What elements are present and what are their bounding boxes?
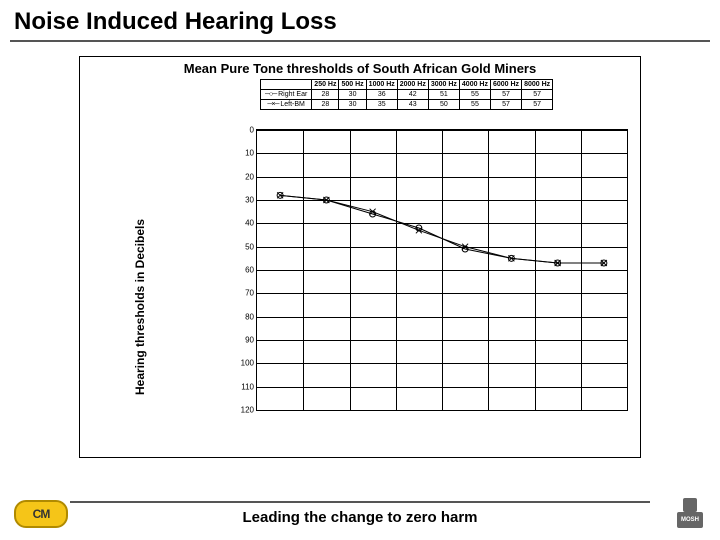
gridline-v xyxy=(350,130,351,410)
y-tick: 110 xyxy=(241,382,254,391)
legend-left-bm: Left-BM xyxy=(261,100,312,110)
y-tick: 80 xyxy=(245,312,254,321)
chart-title: Mean Pure Tone thresholds of South Afric… xyxy=(80,61,640,76)
y-tick: 120 xyxy=(241,406,254,415)
y-tick: 60 xyxy=(245,266,254,275)
rule-top xyxy=(10,40,710,42)
gridline-v xyxy=(535,130,536,410)
y-tick: 10 xyxy=(245,149,254,158)
col-1: 500 Hz xyxy=(339,80,366,90)
col-3: 2000 Hz xyxy=(397,80,428,90)
page-title: Noise Induced Hearing Loss xyxy=(0,0,720,40)
data-table: 250 Hz 500 Hz 1000 Hz 2000 Hz 3000 Hz 40… xyxy=(260,79,553,110)
y-tick: 0 xyxy=(250,126,254,135)
gridline-v xyxy=(581,130,582,410)
col-0: 250 Hz xyxy=(312,80,339,90)
rule-bottom xyxy=(70,501,650,503)
circle-marker-icon xyxy=(265,91,276,98)
y-tick: 70 xyxy=(245,289,254,298)
y-tick: 30 xyxy=(245,196,254,205)
y-tick: 40 xyxy=(245,219,254,228)
gridline-v xyxy=(442,130,443,410)
plot-area: 0102030405060708090100110120 xyxy=(256,129,628,411)
col-5: 4000 Hz xyxy=(459,80,490,90)
legend-right-ear: Right Ear xyxy=(261,90,312,100)
y-tick: 50 xyxy=(245,242,254,251)
gridline-v xyxy=(303,130,304,410)
y-axis-label: Hearing thresholds in Decibels xyxy=(133,219,147,395)
col-2: 1000 Hz xyxy=(366,80,397,90)
x-marker-icon xyxy=(267,101,278,108)
gridline-v xyxy=(488,130,489,410)
col-6: 6000 Hz xyxy=(490,80,521,90)
slide-frame: Mean Pure Tone thresholds of South Afric… xyxy=(79,56,641,458)
gridline-h xyxy=(257,410,627,411)
y-tick: 100 xyxy=(241,359,254,368)
y-tick: 20 xyxy=(245,172,254,181)
footer-text: Leading the change to zero harm xyxy=(0,509,720,526)
gridline-v xyxy=(396,130,397,410)
footer: Leading the change to zero harm xyxy=(0,501,720,526)
y-tick: 90 xyxy=(245,336,254,345)
col-4: 3000 Hz xyxy=(428,80,459,90)
col-7: 8000 Hz xyxy=(522,80,553,90)
